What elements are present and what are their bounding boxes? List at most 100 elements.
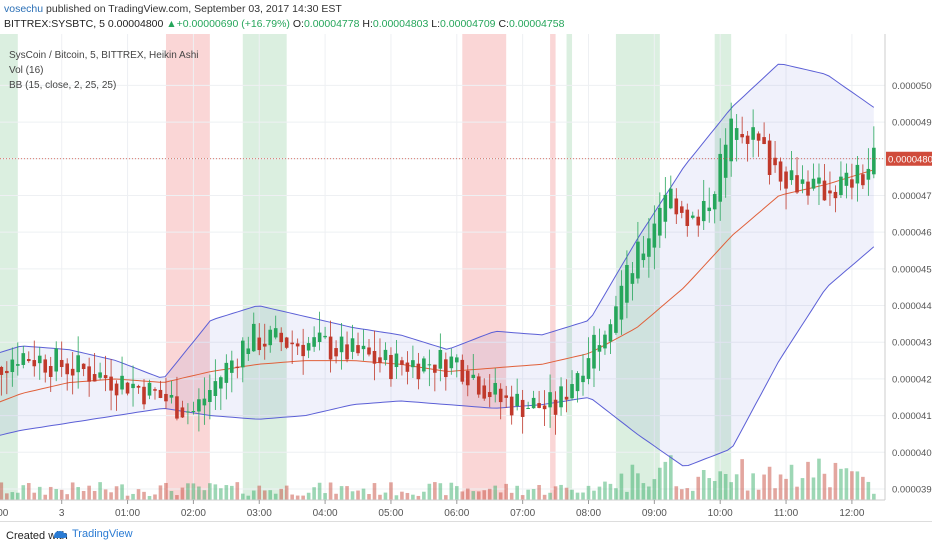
candle-body	[570, 384, 574, 399]
candle-body	[92, 374, 97, 382]
volume-bar	[795, 486, 799, 500]
candle-body	[586, 358, 591, 379]
volume-bar	[290, 494, 294, 500]
ohlc-o-label: O:	[292, 18, 304, 30]
volume-bar	[345, 486, 349, 500]
volume-bar	[65, 494, 69, 500]
author-link[interactable]: vosechu	[4, 3, 44, 15]
volume-bar	[334, 493, 338, 500]
candle-body	[16, 364, 20, 366]
volume-bar	[422, 491, 426, 500]
volume-bar	[586, 485, 591, 500]
tradingview-logo-icon	[54, 531, 67, 538]
y-tick-label: 0.00004100	[892, 411, 932, 422]
candle-body	[136, 385, 141, 388]
candle-body	[800, 179, 805, 184]
volume-bar	[224, 485, 229, 500]
candle-body	[553, 399, 558, 415]
candle-body	[729, 118, 733, 162]
candle-body	[87, 366, 91, 382]
candle-body	[476, 376, 481, 395]
candle-body	[559, 386, 563, 408]
volume-bar	[685, 488, 690, 500]
volume-bar	[729, 482, 733, 500]
volume-bar	[142, 491, 146, 500]
candle-body	[509, 396, 514, 416]
candle-body	[817, 177, 821, 184]
volume-bar	[509, 492, 514, 500]
candle-body	[262, 343, 267, 347]
highlight-zone	[566, 34, 573, 500]
last-price: 0.00004800	[107, 18, 164, 30]
x-tick-label: 23:00	[0, 508, 9, 519]
volume-bar	[416, 495, 421, 500]
volume-bar	[59, 489, 64, 500]
volume-bar	[756, 489, 761, 500]
candle-body	[400, 360, 404, 365]
highlight-zone	[462, 34, 507, 500]
candle-body	[208, 389, 212, 402]
highlight-zone	[242, 34, 287, 500]
volume-bar	[131, 493, 135, 500]
volume-bar	[493, 485, 498, 500]
candle-body	[98, 372, 102, 378]
volume-bar	[542, 494, 547, 500]
candle-body	[350, 338, 355, 352]
candle-body	[493, 382, 498, 395]
volume-bar	[317, 482, 322, 500]
volume-bar	[487, 488, 492, 500]
candle-body	[273, 328, 278, 338]
x-tick-label: 11:00	[774, 508, 799, 519]
candle-body	[745, 135, 750, 144]
candle-body	[701, 200, 706, 222]
candle-body	[548, 392, 552, 408]
candle-body	[59, 359, 64, 367]
ohlc-l-label: L:	[431, 18, 441, 30]
volume-bar	[240, 493, 245, 500]
candle-body	[251, 323, 256, 352]
candle-body	[636, 241, 640, 279]
candle-body	[806, 181, 810, 196]
candle-body	[773, 157, 777, 166]
candle-body	[542, 405, 547, 410]
volume-bar	[696, 476, 701, 500]
candle-body	[740, 134, 744, 138]
candle-body	[21, 353, 26, 365]
candle-body	[723, 144, 728, 178]
volume-bar	[658, 467, 662, 500]
candle-body	[614, 306, 618, 333]
y-tick-label: 0.00004400	[892, 301, 932, 312]
price-chart[interactable]: 0.00005000 0.00004900 0.00004800 0.00004700…	[0, 34, 932, 521]
volume-bar	[235, 482, 240, 500]
volume-bar	[603, 481, 607, 500]
candle-body	[630, 273, 635, 284]
candle-body	[356, 345, 360, 354]
volume-bar	[872, 493, 876, 500]
volume-bar	[186, 483, 190, 500]
candle-body	[169, 394, 174, 398]
y-tick-label: 0.00004900	[892, 118, 932, 129]
candle-body	[592, 334, 596, 369]
volume-bar	[169, 490, 174, 500]
volume-bar	[679, 489, 684, 500]
candle-body	[444, 359, 448, 378]
candle-body	[696, 216, 701, 226]
volume-bar	[87, 485, 91, 500]
ohlc-c-label: C:	[498, 18, 509, 30]
candle-body	[581, 375, 585, 383]
volume-bar	[559, 484, 563, 500]
volume-bar	[723, 474, 728, 500]
candle-body	[153, 389, 157, 391]
candle-body	[658, 207, 662, 236]
volume-bar	[175, 495, 179, 500]
candle-body	[438, 349, 443, 369]
candle-body	[872, 147, 876, 175]
tradingview-link[interactable]: TradingView	[52, 528, 133, 540]
candle-body	[734, 128, 739, 140]
symbol-name: BITTREX:SYSBTC, 5	[4, 18, 105, 30]
highlight-zones	[0, 34, 732, 500]
volume-bar	[103, 489, 108, 500]
candle-body	[526, 407, 530, 409]
volume-bar	[356, 490, 360, 500]
highlight-zone	[0, 34, 18, 500]
